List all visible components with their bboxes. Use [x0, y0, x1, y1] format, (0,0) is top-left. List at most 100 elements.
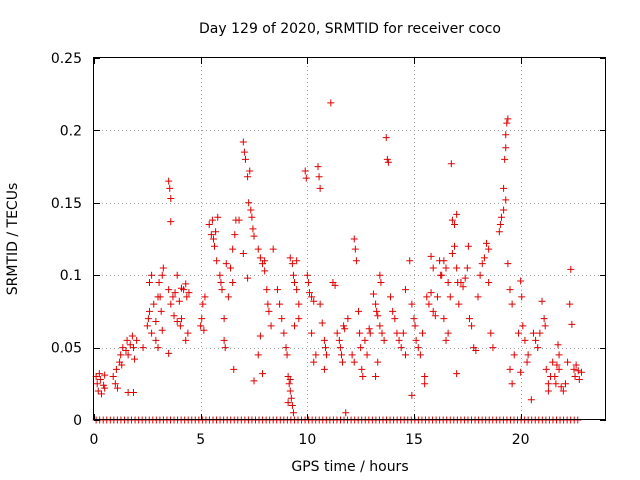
data-point	[227, 264, 235, 272]
data-point	[165, 177, 173, 185]
data-point	[150, 300, 158, 308]
data-point	[295, 300, 303, 308]
data-point	[453, 264, 461, 272]
data-point	[485, 245, 493, 253]
y-tick-label: 0.25	[51, 51, 82, 67]
data-point	[577, 368, 585, 376]
data-point	[468, 322, 476, 330]
data-point	[369, 290, 377, 298]
data-point	[316, 184, 324, 192]
data-point	[336, 344, 344, 352]
data-point	[508, 380, 516, 388]
data-point	[159, 264, 167, 272]
data-point	[158, 326, 166, 334]
data-point	[333, 329, 341, 337]
data-point	[532, 336, 540, 344]
data-point	[412, 336, 420, 344]
data-point	[209, 235, 217, 243]
data-series-srmtid	[92, 99, 585, 424]
data-point	[433, 293, 441, 301]
data-point	[351, 245, 359, 253]
data-point	[401, 286, 409, 294]
data-point	[152, 318, 160, 326]
data-point	[517, 277, 525, 285]
data-point	[231, 231, 239, 239]
data-point	[263, 286, 271, 294]
data-point	[387, 293, 395, 301]
data-point	[503, 119, 511, 127]
data-point	[288, 260, 296, 268]
data-point	[554, 341, 562, 349]
data-point	[376, 322, 384, 330]
data-point	[557, 383, 565, 391]
data-point	[216, 271, 224, 279]
data-point	[165, 286, 173, 294]
data-point	[167, 300, 175, 308]
data-point	[148, 329, 156, 337]
data-point	[373, 307, 381, 315]
data-point	[359, 373, 367, 381]
data-point	[118, 361, 126, 369]
data-point	[250, 232, 258, 240]
data-point	[440, 315, 448, 323]
data-point	[95, 370, 103, 378]
data-point	[451, 242, 459, 250]
data-point	[501, 155, 509, 163]
data-point	[527, 396, 535, 404]
data-point	[448, 216, 456, 224]
data-point	[315, 173, 323, 181]
data-point	[429, 307, 437, 315]
data-point	[421, 373, 429, 381]
data-point	[410, 315, 418, 323]
data-point	[288, 402, 296, 410]
data-point	[372, 373, 380, 381]
data-point	[143, 322, 151, 330]
data-point	[463, 264, 471, 272]
data-point	[154, 344, 162, 352]
data-point	[283, 351, 291, 359]
y-tick-label: 0.2	[60, 123, 82, 139]
data-point	[555, 351, 563, 359]
data-point	[506, 365, 514, 373]
data-point	[197, 322, 205, 330]
data-point	[502, 144, 510, 152]
data-point	[497, 213, 505, 221]
data-point	[119, 344, 127, 352]
data-point	[504, 260, 512, 268]
data-point	[549, 358, 557, 366]
data-point	[301, 167, 309, 175]
data-point	[259, 370, 267, 378]
data-point	[427, 289, 435, 297]
data-point	[382, 134, 390, 142]
data-point	[217, 278, 225, 286]
data-point	[93, 380, 101, 388]
data-point	[183, 293, 191, 301]
data-point	[372, 300, 380, 308]
data-point	[291, 322, 299, 330]
data-point	[448, 249, 456, 257]
data-point	[574, 367, 582, 375]
data-point	[524, 351, 532, 359]
data-point	[267, 322, 275, 330]
data-point	[200, 326, 208, 334]
data-point	[534, 344, 542, 352]
data-point	[401, 351, 409, 359]
data-point	[177, 315, 185, 323]
data-point	[478, 260, 486, 268]
x-tick-label: 5	[196, 432, 205, 448]
data-point	[472, 346, 480, 354]
data-point	[561, 380, 569, 388]
data-point	[374, 358, 382, 366]
data-point	[365, 325, 373, 333]
data-point	[175, 297, 183, 305]
data-point	[173, 271, 181, 279]
data-point	[239, 249, 247, 257]
y-tick-label: 0.05	[51, 341, 82, 357]
data-point	[423, 293, 431, 301]
data-point	[515, 329, 523, 337]
data-point	[440, 257, 448, 265]
data-point	[567, 265, 575, 273]
data-point	[321, 344, 329, 352]
data-point	[305, 289, 313, 297]
data-point	[455, 300, 463, 308]
